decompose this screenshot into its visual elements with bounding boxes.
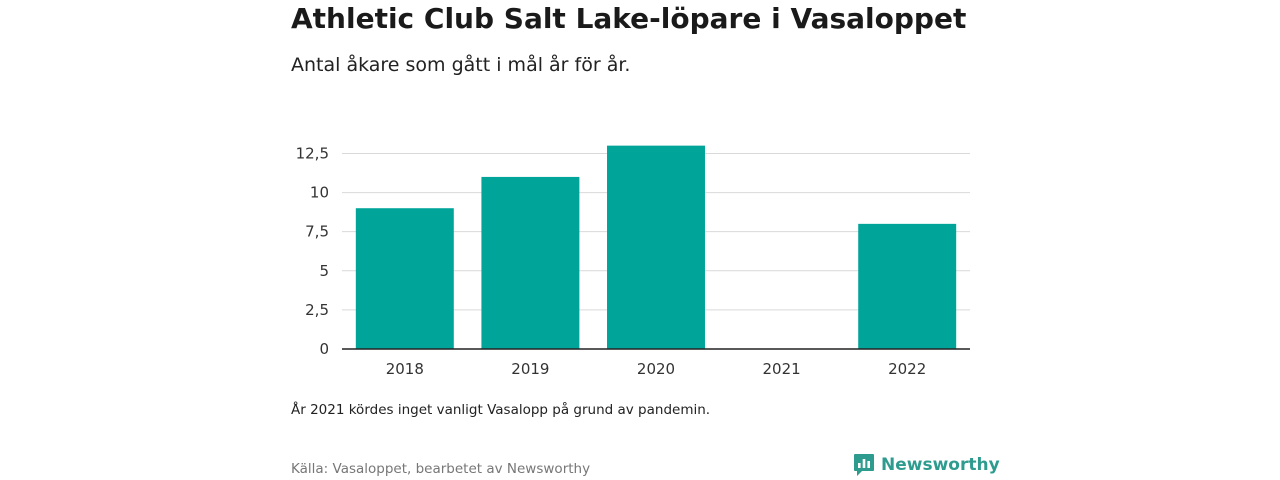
bar-chart: 0 2,5 5 7,5 10 12,5 2018 2019 2020 2021 2022 xyxy=(296,144,970,378)
y-tick-label: 12,5 xyxy=(296,144,329,162)
chart-subtitle: Antal åkare som gått i mål år för år. xyxy=(291,54,631,76)
y-tick-label: 0 xyxy=(319,340,329,358)
x-tick-label: 2019 xyxy=(511,360,549,378)
y-tick-label: 5 xyxy=(319,262,329,280)
newsworthy-logo-text: Newsworthy xyxy=(881,455,1000,475)
bar-2020 xyxy=(607,145,705,349)
newsworthy-logo: Newsworthy xyxy=(853,453,1000,477)
x-tick-label: 2020 xyxy=(637,360,675,378)
source-text: Källa: Vasaloppet, bearbetet av Newswort… xyxy=(291,461,591,477)
bar-2019 xyxy=(481,176,580,349)
bar-2018 xyxy=(355,208,454,349)
x-tick-label: 2021 xyxy=(763,360,801,378)
y-tick-label: 2,5 xyxy=(305,301,329,319)
chart-note: År 2021 kördes inget vanligt Vasalopp på… xyxy=(291,402,711,418)
y-tick-label: 7,5 xyxy=(305,223,329,241)
bar-2022 xyxy=(858,223,957,349)
x-tick-label: 2022 xyxy=(888,360,926,378)
chart-title: Athletic Club Salt Lake-löpare i Vasalop… xyxy=(291,2,967,35)
newsworthy-logo-icon xyxy=(854,454,874,476)
y-tick-label: 10 xyxy=(310,184,329,202)
x-tick-label: 2018 xyxy=(386,360,424,378)
